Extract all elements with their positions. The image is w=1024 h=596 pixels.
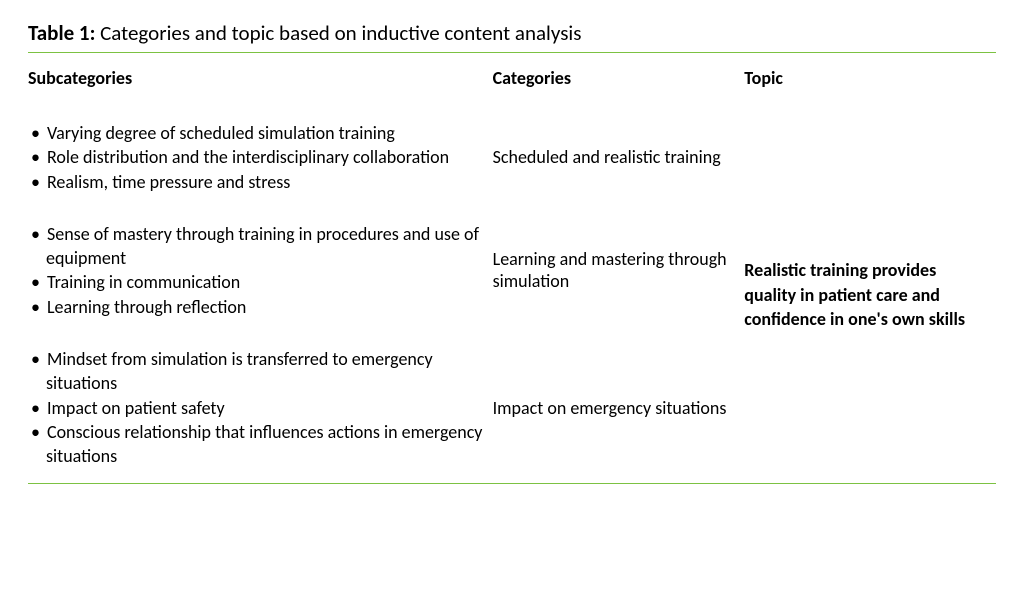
list-item: Role distribution and the interdisciplin… <box>28 145 485 169</box>
table-row: Varying degree of scheduled simulation t… <box>28 107 996 208</box>
list-item: Impact on patient safety <box>28 396 485 420</box>
list-item: Sense of mastery through training in pro… <box>28 222 485 271</box>
list-item: Realism, time pressure and stress <box>28 170 485 194</box>
table-caption: Categories and topic based on inductive … <box>100 20 581 46</box>
subcategories-cell: Sense of mastery through training in pro… <box>28 208 493 333</box>
list-item: Varying degree of scheduled simulation t… <box>28 121 485 145</box>
header-categories: Categories <box>493 53 745 107</box>
subcategories-list: Mindset from simulation is transferred t… <box>28 347 485 468</box>
subcategories-list: Sense of mastery through training in pro… <box>28 222 485 319</box>
header-row: Subcategories Categories Topic <box>28 53 996 107</box>
subcategories-list: Varying degree of scheduled simulation t… <box>28 121 485 194</box>
bottom-rule <box>28 483 996 484</box>
table-title: Table 1: Categories and topic based on i… <box>28 20 996 46</box>
category-cell: Impact on emergency situations <box>493 333 745 482</box>
list-item: Training in communication <box>28 270 485 294</box>
list-item: Learning through reflection <box>28 295 485 319</box>
subcategories-cell: Mindset from simulation is transferred t… <box>28 333 493 482</box>
header-topic: Topic <box>744 53 996 107</box>
list-item: Mindset from simulation is transferred t… <box>28 347 485 396</box>
content-analysis-table: Subcategories Categories Topic Varying d… <box>28 53 996 483</box>
subcategories-cell: Varying degree of scheduled simulation t… <box>28 107 493 208</box>
header-subcategories: Subcategories <box>28 53 493 107</box>
topic-cell: Realistic training provides quality in p… <box>744 107 996 483</box>
category-cell: Learning and mastering through simulatio… <box>493 208 745 333</box>
list-item: Conscious relationship that influences a… <box>28 420 485 469</box>
category-cell: Scheduled and realistic training <box>493 107 745 208</box>
table-number: Table 1: <box>28 20 100 46</box>
